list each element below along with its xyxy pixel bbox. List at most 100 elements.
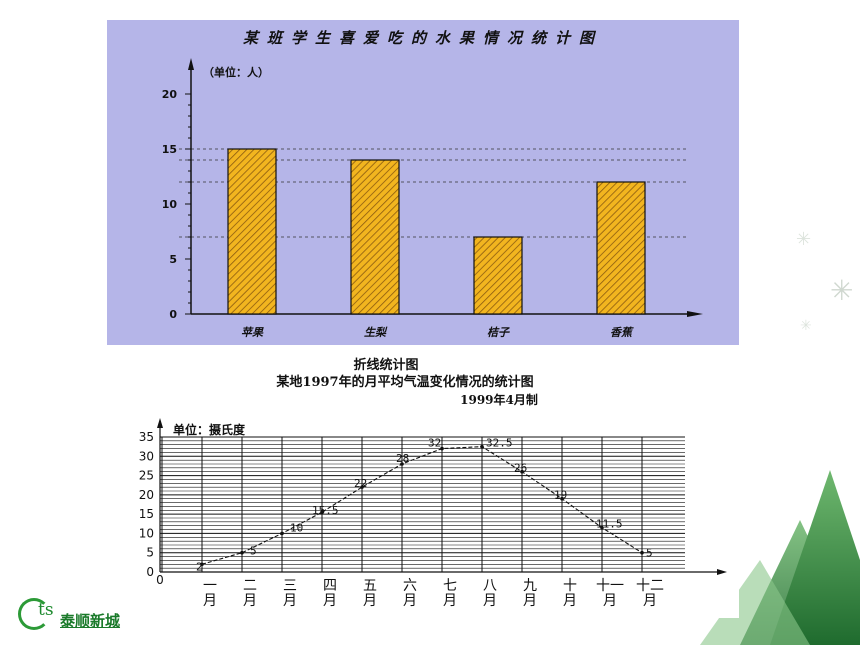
bar-x-axis-arrow [687,311,703,317]
temperature-point-4 [320,510,324,515]
line-chart-unit-label: 单位：摄氏度 [173,422,246,437]
line-data-label: 2 [196,560,203,573]
line-y-tick-label: 25 [139,469,154,483]
line-y-tick-label: 15 [139,507,154,521]
bar-category-label: 生梨 [364,326,388,339]
month-label-12: 十二月 [636,578,664,609]
line-y-tick-label: 10 [139,526,154,540]
month-label-number: 四 [323,578,337,594]
month-label-number: 十一 [596,578,624,594]
bar-4 [596,181,646,315]
snowflake-decoration: ✳ ✳ ✳ [796,229,853,334]
line-y-tick-labels: 0 5 10 15 20 25 30 35 [139,430,154,579]
temperature-point-5 [360,485,364,489]
bar-chart-panel: 某班学生喜爱吃的水果情况统计图 （单位：人） 苹果 生梨 桔子 香蕉 0 5 10 15 20 [107,20,739,345]
month-label-4: 四月 [323,578,337,609]
line-chart-subtitle: 1999年4月制 [460,392,538,407]
month-label-unit: 月 [203,593,217,609]
temperature-point-3 [280,531,284,536]
bar-y-axis-arrow [188,58,194,70]
line-data-label: 19 [554,489,567,502]
month-label-number: 七 [443,578,457,594]
bar-category-label: 香蕉 [610,326,634,339]
line-origin-label: 0 [156,573,164,587]
temperature-line [200,444,644,567]
month-label-unit: 月 [603,593,617,609]
month-label-11: 十一月 [596,578,624,609]
line-data-label: 5 [250,545,257,558]
bar-y-tick-label: 20 [162,88,178,101]
month-label-10: 十月 [563,578,577,609]
svg-text:✳: ✳ [800,318,812,334]
month-label-unit: 月 [323,593,337,609]
month-label-number: 二 [243,578,257,594]
line-data-label: 32.5 [486,437,513,450]
bar-chart: 某班学生喜爱吃的水果情况统计图 （单位：人） 苹果 生梨 桔子 香蕉 0 5 10 15 20 [162,29,703,339]
bar-category-labels: 苹果 生梨 桔子 香蕉 [241,326,634,339]
month-label-unit: 月 [443,593,457,609]
temperature-point-6 [400,462,404,466]
temperature-point-8 [480,444,484,449]
temperature-point-2 [240,550,244,555]
line-x-axis-arrow [717,569,727,575]
logo-ring-icon [18,598,50,630]
bar-3 [473,236,523,315]
month-label-3: 三月 [283,578,297,609]
line-data-label: 32 [428,437,441,450]
line-y-tick-label: 0 [146,565,154,579]
bar-1 [227,148,277,315]
logo-text[interactable]: 泰顺新城 [60,612,121,630]
month-label-1: 一月 [203,578,217,609]
logo-mark: ts [38,600,54,620]
temperature-point-12 [640,550,644,555]
line-data-label: 15.5 [312,504,339,517]
line-y-tick-label: 35 [139,430,154,444]
month-label-9: 九月 [523,578,537,609]
line-y-tick-label: 20 [139,488,154,502]
month-label-number: 十 [563,578,577,594]
month-label-number: 一 [203,578,217,594]
line-data-labels: 2 5 10 15.5 22 28 32 32.526 19 11.5 5 [196,437,653,574]
line-y-tick-label: 30 [139,449,154,463]
line-chart-panel: 折线统计图 某地1997年的月平均气温变化情况的统计图 1999年4月制 单位：… [107,348,739,618]
line-y-axis-arrow [157,418,163,428]
line-y-tick-label: 5 [146,546,154,560]
temperature-point-7 [440,446,444,451]
temperature-polyline [201,446,643,565]
month-label-number: 十二 [636,578,664,594]
month-label-unit: 月 [403,593,417,609]
bar-y-tick-label: 5 [169,253,177,266]
line-data-label: 11.5 [596,518,623,531]
bar-category-label: 苹果 [241,326,264,339]
bar-2 [350,159,400,315]
logo: ts 泰顺新城 [18,598,158,634]
temperature-point-11 [600,525,604,530]
line-data-label: 28 [396,452,409,465]
month-label-number: 五 [363,578,377,594]
month-label-6: 六月 [403,578,417,609]
month-label-unit: 月 [643,593,657,609]
line-data-label: 10 [290,521,303,534]
temperature-point-9 [520,469,524,474]
svg-text:✳: ✳ [830,274,853,307]
bar-y-tick-labels: 0 5 10 15 20 [162,88,178,321]
line-data-label: 22 [354,477,367,490]
month-label-unit: 月 [283,593,297,609]
bar-y-tick-label: 10 [162,198,178,211]
bar-y-tick-label: 0 [169,308,177,321]
month-label-unit: 月 [483,593,497,609]
temperature-point-10 [560,496,564,501]
line-data-label: 26 [514,462,527,475]
month-label-number: 六 [403,578,417,594]
month-label-number: 九 [523,578,537,594]
line-chart-title: 某地1997年的月平均气温变化情况的统计图 [275,374,533,390]
month-label-number: 三 [283,578,297,594]
line-grid [160,436,685,573]
month-label-unit: 月 [523,593,537,609]
bar-chart-unit-label: （单位：人） [203,65,269,79]
month-label-5: 五月 [363,578,377,609]
month-label-number: 八 [483,578,497,594]
line-chart: 折线统计图 某地1997年的月平均气温变化情况的统计图 1999年4月制 单位：… [139,357,727,609]
